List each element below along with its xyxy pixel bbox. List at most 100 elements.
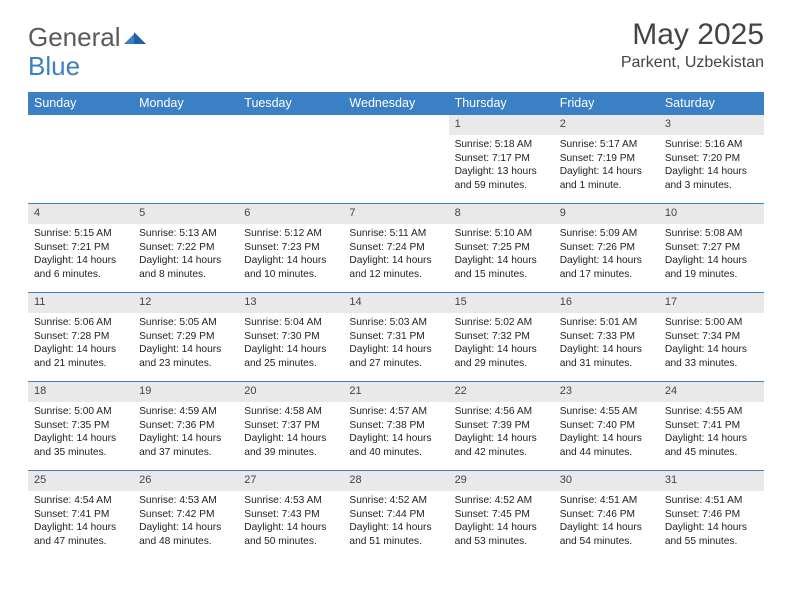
day-cell: 19Sunrise: 4:59 AMSunset: 7:36 PMDayligh… bbox=[133, 382, 238, 470]
day-info-line: Sunrise: 4:54 AM bbox=[34, 494, 127, 508]
day-info-line: Daylight: 14 hours and 48 minutes. bbox=[139, 521, 232, 549]
day-cell: 13Sunrise: 5:04 AMSunset: 7:30 PMDayligh… bbox=[238, 293, 343, 381]
day-cell: 25Sunrise: 4:54 AMSunset: 7:41 PMDayligh… bbox=[28, 471, 133, 559]
week-row: 18Sunrise: 5:00 AMSunset: 7:35 PMDayligh… bbox=[28, 381, 764, 470]
day-info-line: Daylight: 14 hours and 12 minutes. bbox=[349, 254, 442, 282]
day-cell: 17Sunrise: 5:00 AMSunset: 7:34 PMDayligh… bbox=[659, 293, 764, 381]
day-info-line: Sunrise: 5:10 AM bbox=[455, 227, 548, 241]
day-body: Sunrise: 4:55 AMSunset: 7:41 PMDaylight:… bbox=[659, 402, 764, 464]
day-info-line: Sunset: 7:42 PM bbox=[139, 508, 232, 522]
day-info-line: Sunrise: 5:02 AM bbox=[455, 316, 548, 330]
day-body bbox=[133, 120, 238, 127]
day-body bbox=[28, 120, 133, 127]
day-info-line: Sunset: 7:31 PM bbox=[349, 330, 442, 344]
day-body: Sunrise: 5:08 AMSunset: 7:27 PMDaylight:… bbox=[659, 224, 764, 286]
day-info-line: Daylight: 14 hours and 15 minutes. bbox=[455, 254, 548, 282]
day-number: 13 bbox=[238, 293, 343, 313]
day-number: 14 bbox=[343, 293, 448, 313]
day-info-line: Sunset: 7:29 PM bbox=[139, 330, 232, 344]
day-number: 11 bbox=[28, 293, 133, 313]
day-cell: 26Sunrise: 4:53 AMSunset: 7:42 PMDayligh… bbox=[133, 471, 238, 559]
day-info-line: Sunset: 7:20 PM bbox=[665, 152, 758, 166]
weekday-header: Friday bbox=[554, 92, 659, 115]
day-info-line: Sunset: 7:19 PM bbox=[560, 152, 653, 166]
day-cell: 28Sunrise: 4:52 AMSunset: 7:44 PMDayligh… bbox=[343, 471, 448, 559]
day-body: Sunrise: 4:56 AMSunset: 7:39 PMDaylight:… bbox=[449, 402, 554, 464]
day-cell bbox=[238, 115, 343, 203]
day-info-line: Daylight: 14 hours and 10 minutes. bbox=[244, 254, 337, 282]
day-body: Sunrise: 5:16 AMSunset: 7:20 PMDaylight:… bbox=[659, 135, 764, 197]
day-cell: 10Sunrise: 5:08 AMSunset: 7:27 PMDayligh… bbox=[659, 204, 764, 292]
day-info-line: Sunrise: 5:00 AM bbox=[34, 405, 127, 419]
day-body: Sunrise: 5:17 AMSunset: 7:19 PMDaylight:… bbox=[554, 135, 659, 197]
day-info-line: Sunset: 7:41 PM bbox=[34, 508, 127, 522]
week-row: 11Sunrise: 5:06 AMSunset: 7:28 PMDayligh… bbox=[28, 292, 764, 381]
day-cell bbox=[28, 115, 133, 203]
day-number: 2 bbox=[554, 115, 659, 135]
day-number: 8 bbox=[449, 204, 554, 224]
brand-mark-icon bbox=[124, 22, 146, 49]
day-body: Sunrise: 4:59 AMSunset: 7:36 PMDaylight:… bbox=[133, 402, 238, 464]
day-info-line: Daylight: 14 hours and 3 minutes. bbox=[665, 165, 758, 193]
day-info-line: Daylight: 14 hours and 53 minutes. bbox=[455, 521, 548, 549]
day-info-line: Daylight: 14 hours and 29 minutes. bbox=[455, 343, 548, 371]
day-info-line: Sunrise: 5:04 AM bbox=[244, 316, 337, 330]
day-body: Sunrise: 5:15 AMSunset: 7:21 PMDaylight:… bbox=[28, 224, 133, 286]
day-number: 12 bbox=[133, 293, 238, 313]
day-cell: 22Sunrise: 4:56 AMSunset: 7:39 PMDayligh… bbox=[449, 382, 554, 470]
day-number: 20 bbox=[238, 382, 343, 402]
week-row: 25Sunrise: 4:54 AMSunset: 7:41 PMDayligh… bbox=[28, 470, 764, 559]
day-info-line: Sunrise: 5:18 AM bbox=[455, 138, 548, 152]
day-info-line: Daylight: 14 hours and 45 minutes. bbox=[665, 432, 758, 460]
day-info-line: Sunrise: 4:56 AM bbox=[455, 405, 548, 419]
day-body: Sunrise: 5:05 AMSunset: 7:29 PMDaylight:… bbox=[133, 313, 238, 375]
day-info-line: Daylight: 14 hours and 55 minutes. bbox=[665, 521, 758, 549]
day-info-line: Sunset: 7:38 PM bbox=[349, 419, 442, 433]
day-info-line: Daylight: 14 hours and 19 minutes. bbox=[665, 254, 758, 282]
day-number: 15 bbox=[449, 293, 554, 313]
day-number: 24 bbox=[659, 382, 764, 402]
day-info-line: Sunrise: 5:16 AM bbox=[665, 138, 758, 152]
day-cell: 27Sunrise: 4:53 AMSunset: 7:43 PMDayligh… bbox=[238, 471, 343, 559]
day-body: Sunrise: 5:06 AMSunset: 7:28 PMDaylight:… bbox=[28, 313, 133, 375]
day-info-line: Daylight: 14 hours and 40 minutes. bbox=[349, 432, 442, 460]
day-body bbox=[343, 120, 448, 127]
weekday-header: Monday bbox=[133, 92, 238, 115]
day-info-line: Sunrise: 5:05 AM bbox=[139, 316, 232, 330]
day-info-line: Sunset: 7:39 PM bbox=[455, 419, 548, 433]
day-info-line: Sunset: 7:32 PM bbox=[455, 330, 548, 344]
day-info-line: Sunset: 7:24 PM bbox=[349, 241, 442, 255]
day-info-line: Sunset: 7:34 PM bbox=[665, 330, 758, 344]
day-info-line: Sunset: 7:21 PM bbox=[34, 241, 127, 255]
day-number: 3 bbox=[659, 115, 764, 135]
day-number: 28 bbox=[343, 471, 448, 491]
day-cell: 16Sunrise: 5:01 AMSunset: 7:33 PMDayligh… bbox=[554, 293, 659, 381]
day-cell: 12Sunrise: 5:05 AMSunset: 7:29 PMDayligh… bbox=[133, 293, 238, 381]
day-body: Sunrise: 5:02 AMSunset: 7:32 PMDaylight:… bbox=[449, 313, 554, 375]
day-number: 10 bbox=[659, 204, 764, 224]
day-number: 23 bbox=[554, 382, 659, 402]
day-body: Sunrise: 5:18 AMSunset: 7:17 PMDaylight:… bbox=[449, 135, 554, 197]
weekday-header: Tuesday bbox=[238, 92, 343, 115]
title-block: May 2025 Parkent, Uzbekistan bbox=[621, 18, 764, 72]
day-info-line: Sunset: 7:30 PM bbox=[244, 330, 337, 344]
day-info-line: Sunrise: 5:17 AM bbox=[560, 138, 653, 152]
day-body: Sunrise: 5:10 AMSunset: 7:25 PMDaylight:… bbox=[449, 224, 554, 286]
day-body: Sunrise: 5:12 AMSunset: 7:23 PMDaylight:… bbox=[238, 224, 343, 286]
day-body: Sunrise: 5:01 AMSunset: 7:33 PMDaylight:… bbox=[554, 313, 659, 375]
day-cell: 15Sunrise: 5:02 AMSunset: 7:32 PMDayligh… bbox=[449, 293, 554, 381]
day-info-line: Sunrise: 5:08 AM bbox=[665, 227, 758, 241]
day-info-line: Sunrise: 5:12 AM bbox=[244, 227, 337, 241]
day-info-line: Sunset: 7:37 PM bbox=[244, 419, 337, 433]
day-info-line: Daylight: 14 hours and 33 minutes. bbox=[665, 343, 758, 371]
day-info-line: Daylight: 13 hours and 59 minutes. bbox=[455, 165, 548, 193]
day-info-line: Daylight: 14 hours and 27 minutes. bbox=[349, 343, 442, 371]
location-label: Parkent, Uzbekistan bbox=[621, 54, 764, 72]
day-info-line: Sunset: 7:36 PM bbox=[139, 419, 232, 433]
day-number: 4 bbox=[28, 204, 133, 224]
day-number: 21 bbox=[343, 382, 448, 402]
day-info-line: Sunrise: 5:06 AM bbox=[34, 316, 127, 330]
day-body: Sunrise: 5:04 AMSunset: 7:30 PMDaylight:… bbox=[238, 313, 343, 375]
day-info-line: Sunrise: 4:57 AM bbox=[349, 405, 442, 419]
day-info-line: Sunset: 7:33 PM bbox=[560, 330, 653, 344]
